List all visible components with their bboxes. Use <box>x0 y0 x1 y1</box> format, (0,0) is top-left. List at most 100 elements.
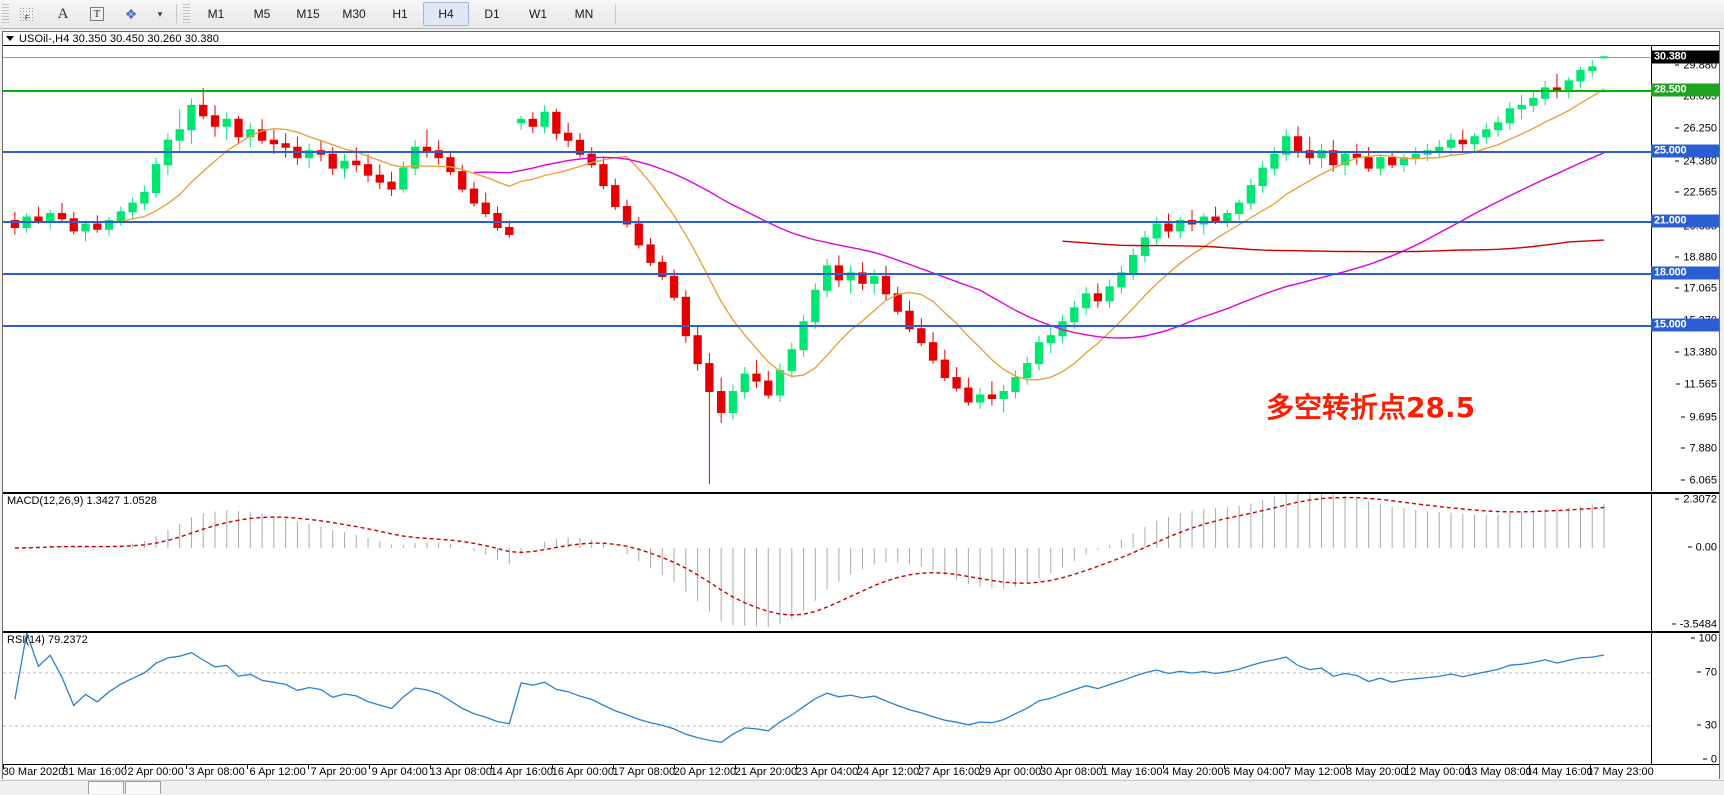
rsi-scale[interactable]: 100 70 30 0 <box>1651 633 1719 766</box>
time-axis-tick <box>1467 765 1469 769</box>
time-axis-tick <box>1345 765 1347 769</box>
time-axis[interactable]: 30 Mar 2020 31 Mar 16:00 2 Apr 00:00 3 Apr … <box>3 764 1719 779</box>
time-axis-label: 6 Apr 12:00 <box>249 766 306 778</box>
rsi-plot-area[interactable] <box>3 633 1651 766</box>
toolbar-separator <box>176 4 177 24</box>
price-plot-area[interactable]: 多空转折点28.5 <box>3 46 1651 491</box>
time-axis-tick <box>1528 765 1530 769</box>
symbol-ohlc-text: USOil-,H4 30.350 30.450 30.260 30.380 <box>19 32 220 45</box>
price-level-line[interactable] <box>3 56 1651 58</box>
time-axis-label: 12 May 00:00 <box>1404 766 1471 778</box>
chart-tab[interactable] <box>125 781 161 794</box>
time-axis-tick <box>1101 765 1103 769</box>
timeframe-h1[interactable]: H1 <box>392 7 408 21</box>
rsi-indicator-label: RSI(14) 79.2372 <box>7 634 88 646</box>
time-axis-tick <box>918 765 920 769</box>
time-axis-label: 14 Apr 16:00 <box>490 766 554 778</box>
chart-toolbar[interactable]: F A T ❖ ▾ M1 M5 M15 M30 H1 H4 D1 W1 MN <box>0 0 1724 29</box>
time-axis-label: 23 Apr 04:00 <box>795 766 859 778</box>
timeframe-d1[interactable]: D1 <box>484 7 500 21</box>
time-axis-tick <box>674 765 676 769</box>
price-level-badge[interactable]: 21.000 <box>1651 214 1719 227</box>
timeframe-m15[interactable]: M15 <box>296 7 320 21</box>
time-axis-label: 13 Apr 08:00 <box>429 766 492 778</box>
rsi-tick-label: 30 <box>1696 720 1717 732</box>
price-level-badge[interactable]: 18.000 <box>1651 266 1719 280</box>
time-axis-label: 7 May 12:00 <box>1285 766 1346 778</box>
time-axis-label: 24 Apr 12:00 <box>856 766 920 778</box>
timeframe-group[interactable]: M1 M5 M15 M30 H1 H4 D1 W1 MN <box>193 2 607 26</box>
time-axis-label: 9 Apr 04:00 <box>371 766 428 778</box>
time-axis-label: 30 Apr 08:00 <box>1039 766 1103 778</box>
macd-plot-area[interactable] <box>3 494 1651 631</box>
time-axis-label: 7 Apr 20:00 <box>310 766 367 778</box>
time-axis-label: 17 May 23:00 <box>1587 766 1654 778</box>
price-level-badge[interactable]: 15.000 <box>1651 318 1719 332</box>
status-bar <box>0 780 1724 795</box>
price-tick-label: 22.565 <box>1675 187 1717 199</box>
time-axis-tick <box>979 765 981 769</box>
time-axis-tick <box>491 765 493 769</box>
price-tick-label: 7.880 <box>1681 443 1717 455</box>
timeframe-m30[interactable]: M30 <box>342 7 366 21</box>
time-axis-tick <box>247 765 249 769</box>
text-tool-button[interactable]: A <box>57 5 69 22</box>
price-tick-label: 29.880 <box>1675 60 1717 71</box>
price-level-line[interactable] <box>3 89 1651 92</box>
rsi-tick-label: 0 <box>1702 754 1717 766</box>
time-axis-label: 13 May 08:00 <box>1465 766 1532 778</box>
templates-icon[interactable]: ❖ <box>124 5 138 22</box>
macd-tick-label: 2.3072 <box>1675 494 1717 506</box>
time-axis-tick <box>1589 765 1591 769</box>
time-axis-tick <box>369 765 371 769</box>
time-axis-label: 31 Mar 16:00 <box>62 766 127 778</box>
timeframe-m5[interactable]: M5 <box>253 7 271 21</box>
period-group-grip[interactable] <box>183 4 190 24</box>
rsi-tick-label: 100 <box>1690 633 1717 645</box>
time-axis-tick <box>125 765 127 769</box>
time-axis-label: 1 May 16:00 <box>1101 766 1163 778</box>
rsi-pane[interactable]: RSI(14) 79.2372 100 70 30 0 <box>3 631 1719 766</box>
price-level-line[interactable] <box>3 150 1651 153</box>
chart-canvas-window[interactable]: USOil-,H4 30.350 30.450 30.260 30.380 多空… <box>2 31 1720 779</box>
timeframe-mn[interactable]: MN <box>574 7 594 21</box>
crosshair-grid-icon[interactable]: F <box>12 2 46 26</box>
price-tick-label: 28.065 <box>1675 91 1717 103</box>
time-axis-tick <box>552 765 554 769</box>
chart-tab-row[interactable] <box>88 781 162 794</box>
time-axis-label: 6 May 04:00 <box>1223 766 1285 778</box>
symbol-info-bar[interactable]: USOil-,H4 30.350 30.450 30.260 30.380 <box>3 32 1719 46</box>
time-axis-tick <box>735 765 737 769</box>
price-level-badge[interactable]: 25.000 <box>1651 144 1719 158</box>
time-axis-label: 16 Apr 00:00 <box>551 766 615 778</box>
time-axis-tick <box>796 765 798 769</box>
price-scale[interactable]: 29.88028.06526.25024.38022.56520.65518.8… <box>1651 46 1719 491</box>
price-level-line[interactable] <box>3 325 1651 328</box>
time-axis-label: 14 May 16:00 <box>1526 766 1593 778</box>
macd-tick-label: 0.00 <box>1687 542 1717 553</box>
price-tick-label: 26.250 <box>1675 123 1717 134</box>
time-axis-label: 29 Apr 00:00 <box>978 766 1042 778</box>
price-level-badge[interactable]: 28.500 <box>1651 83 1719 97</box>
timeframe-m1[interactable]: M1 <box>207 7 225 21</box>
macd-pane[interactable]: MACD(12,26,9) 1.3427 1.0528 2.3072 0.00 -3… <box>3 492 1719 631</box>
price-pane[interactable]: 多空转折点28.5 29.880 28.065 26.250 24.380 22.565… <box>3 46 1719 491</box>
time-axis-label: 17 Apr 08:00 <box>612 766 676 778</box>
time-axis-label: 21 Apr 20:00 <box>734 766 798 778</box>
macd-tick-label: -3.5484 <box>1671 619 1717 631</box>
chevron-down-icon[interactable]: ▾ <box>157 8 163 19</box>
price-level-line[interactable] <box>3 272 1651 275</box>
time-axis-label: 8 May 20:00 <box>1346 766 1407 778</box>
timeframe-h4[interactable]: H4 <box>423 2 469 26</box>
chevron-down-icon[interactable] <box>6 36 14 41</box>
macd-scale[interactable]: 2.3072 0.00 -3.5484 <box>1651 494 1719 631</box>
price-level-line[interactable] <box>3 220 1651 223</box>
price-tick-label: 17.065 <box>1675 283 1717 295</box>
toolbar-grip[interactable] <box>2 4 9 24</box>
time-axis-label: 4 May 20:00 <box>1162 766 1224 778</box>
timeframe-w1[interactable]: W1 <box>529 7 547 21</box>
chart-tab[interactable] <box>88 781 124 794</box>
price-level-badge[interactable]: 30.380 <box>1651 50 1719 64</box>
text-label-tool-button[interactable]: T <box>80 2 114 26</box>
price-tick-label: 9.695 <box>1681 412 1717 423</box>
